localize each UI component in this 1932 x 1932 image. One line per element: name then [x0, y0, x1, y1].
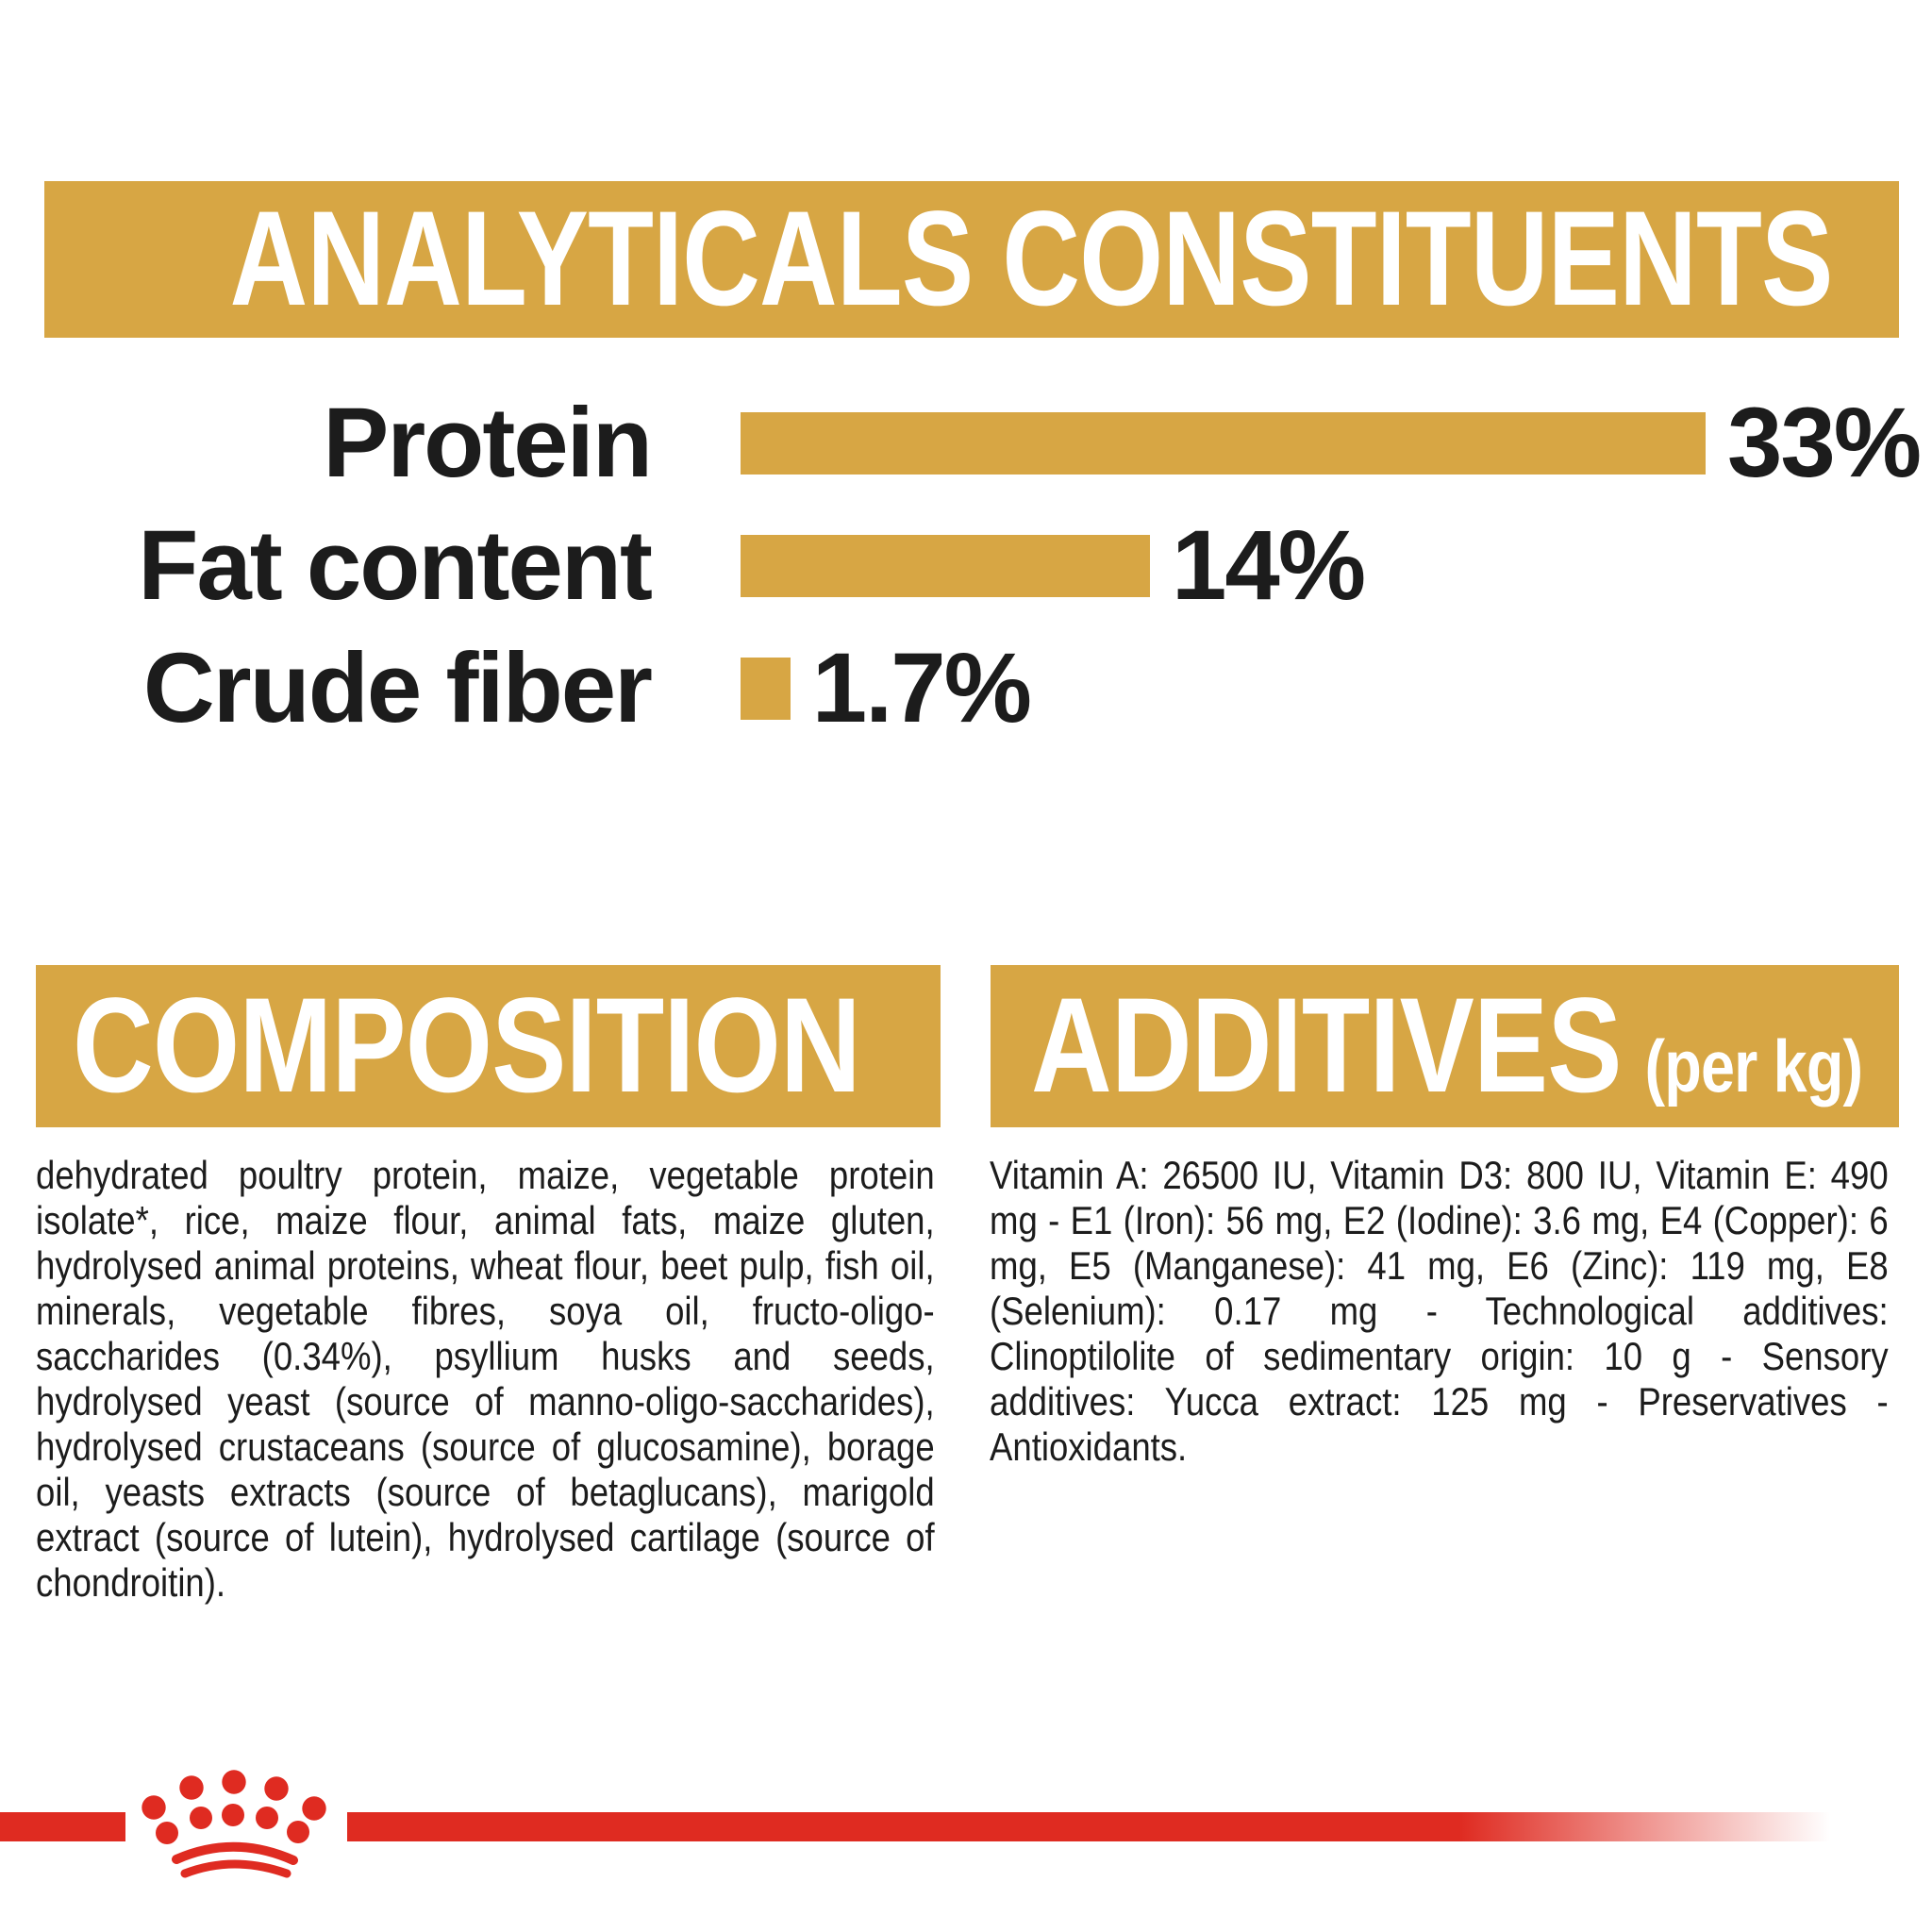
chart-label-fat-content: Fat content: [138, 510, 653, 621]
chart-value-protein: 33%: [1727, 388, 1922, 498]
paw-logo-svg: [142, 1770, 326, 1878]
brand-line-right-segment: [347, 1812, 1830, 1841]
additives-body-text: Vitamin A: 26500 IU, Vitamin D3: 800 IU,…: [990, 1153, 1889, 1469]
royal-canin-crown-paw-icon: [132, 1764, 340, 1887]
analyticals-header-band: ANALYTICALS CONSTITUENTS: [44, 181, 1899, 338]
analyticals-title: ANALYTICALS CONSTITUENTS: [229, 184, 1834, 334]
additives-title: ADDITIVES (per kg): [1031, 965, 1863, 1147]
composition-title: COMPOSITION: [73, 971, 861, 1121]
additives-title-text: ADDITIVES: [1031, 971, 1622, 1121]
chart-label-protein: Protein: [323, 388, 653, 498]
chart-label-crude-fiber: Crude fiber: [142, 633, 653, 743]
chart-row-crude-fiber: Crude fiber 1.7%: [0, 633, 1932, 743]
chart-bar-fat-content: [741, 535, 1150, 597]
chart-row-protein: Protein 33%: [0, 388, 1932, 498]
additives-unit-label: (per kg): [1644, 1024, 1864, 1108]
brand-line-left-segment: [0, 1812, 125, 1841]
chart-value-fat-content: 14%: [1172, 510, 1366, 621]
chart-bar-crude-fiber: [741, 658, 791, 720]
composition-header-band: COMPOSITION: [36, 965, 941, 1127]
composition-body-text: dehydrated poultry protein, maize, veget…: [36, 1153, 935, 1605]
additives-header-band: ADDITIVES (per kg): [991, 965, 1899, 1127]
chart-row-fat-content: Fat content 14%: [0, 510, 1932, 621]
chart-bar-protein: [741, 412, 1706, 475]
chart-value-crude-fiber: 1.7%: [811, 633, 1032, 743]
